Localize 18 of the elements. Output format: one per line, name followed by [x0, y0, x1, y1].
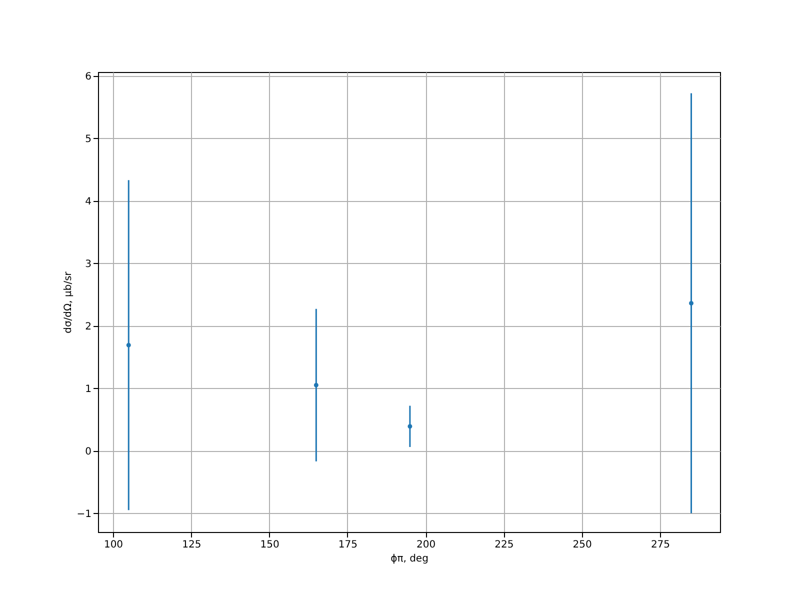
y-tick-label: −1 [76, 508, 92, 520]
y-tick-label: 0 [85, 446, 92, 458]
y-tick-label: 3 [85, 258, 92, 270]
y-tick-label: 2 [85, 321, 92, 332]
x-tick-label: 100 [104, 540, 124, 550]
y-tick-label: 4 [85, 196, 92, 208]
y-tick-label: 6 [85, 71, 92, 82]
x-tick-label: 200 [416, 540, 436, 550]
y-tick-label: 5 [85, 134, 92, 145]
y-tick-label: 1 [85, 384, 92, 395]
x-tick-label: 125 [182, 540, 202, 550]
x-tick-label: 150 [260, 540, 280, 550]
x-tick-label: 225 [494, 540, 514, 550]
x-tick-label: 175 [338, 540, 358, 550]
x-tick-label: 275 [650, 540, 670, 550]
y-axis-title: dσ/dΩ, μb/sr [62, 270, 74, 334]
x-tick-label: 250 [572, 540, 592, 550]
x-axis-title: ϕπ, deg [390, 554, 428, 564]
